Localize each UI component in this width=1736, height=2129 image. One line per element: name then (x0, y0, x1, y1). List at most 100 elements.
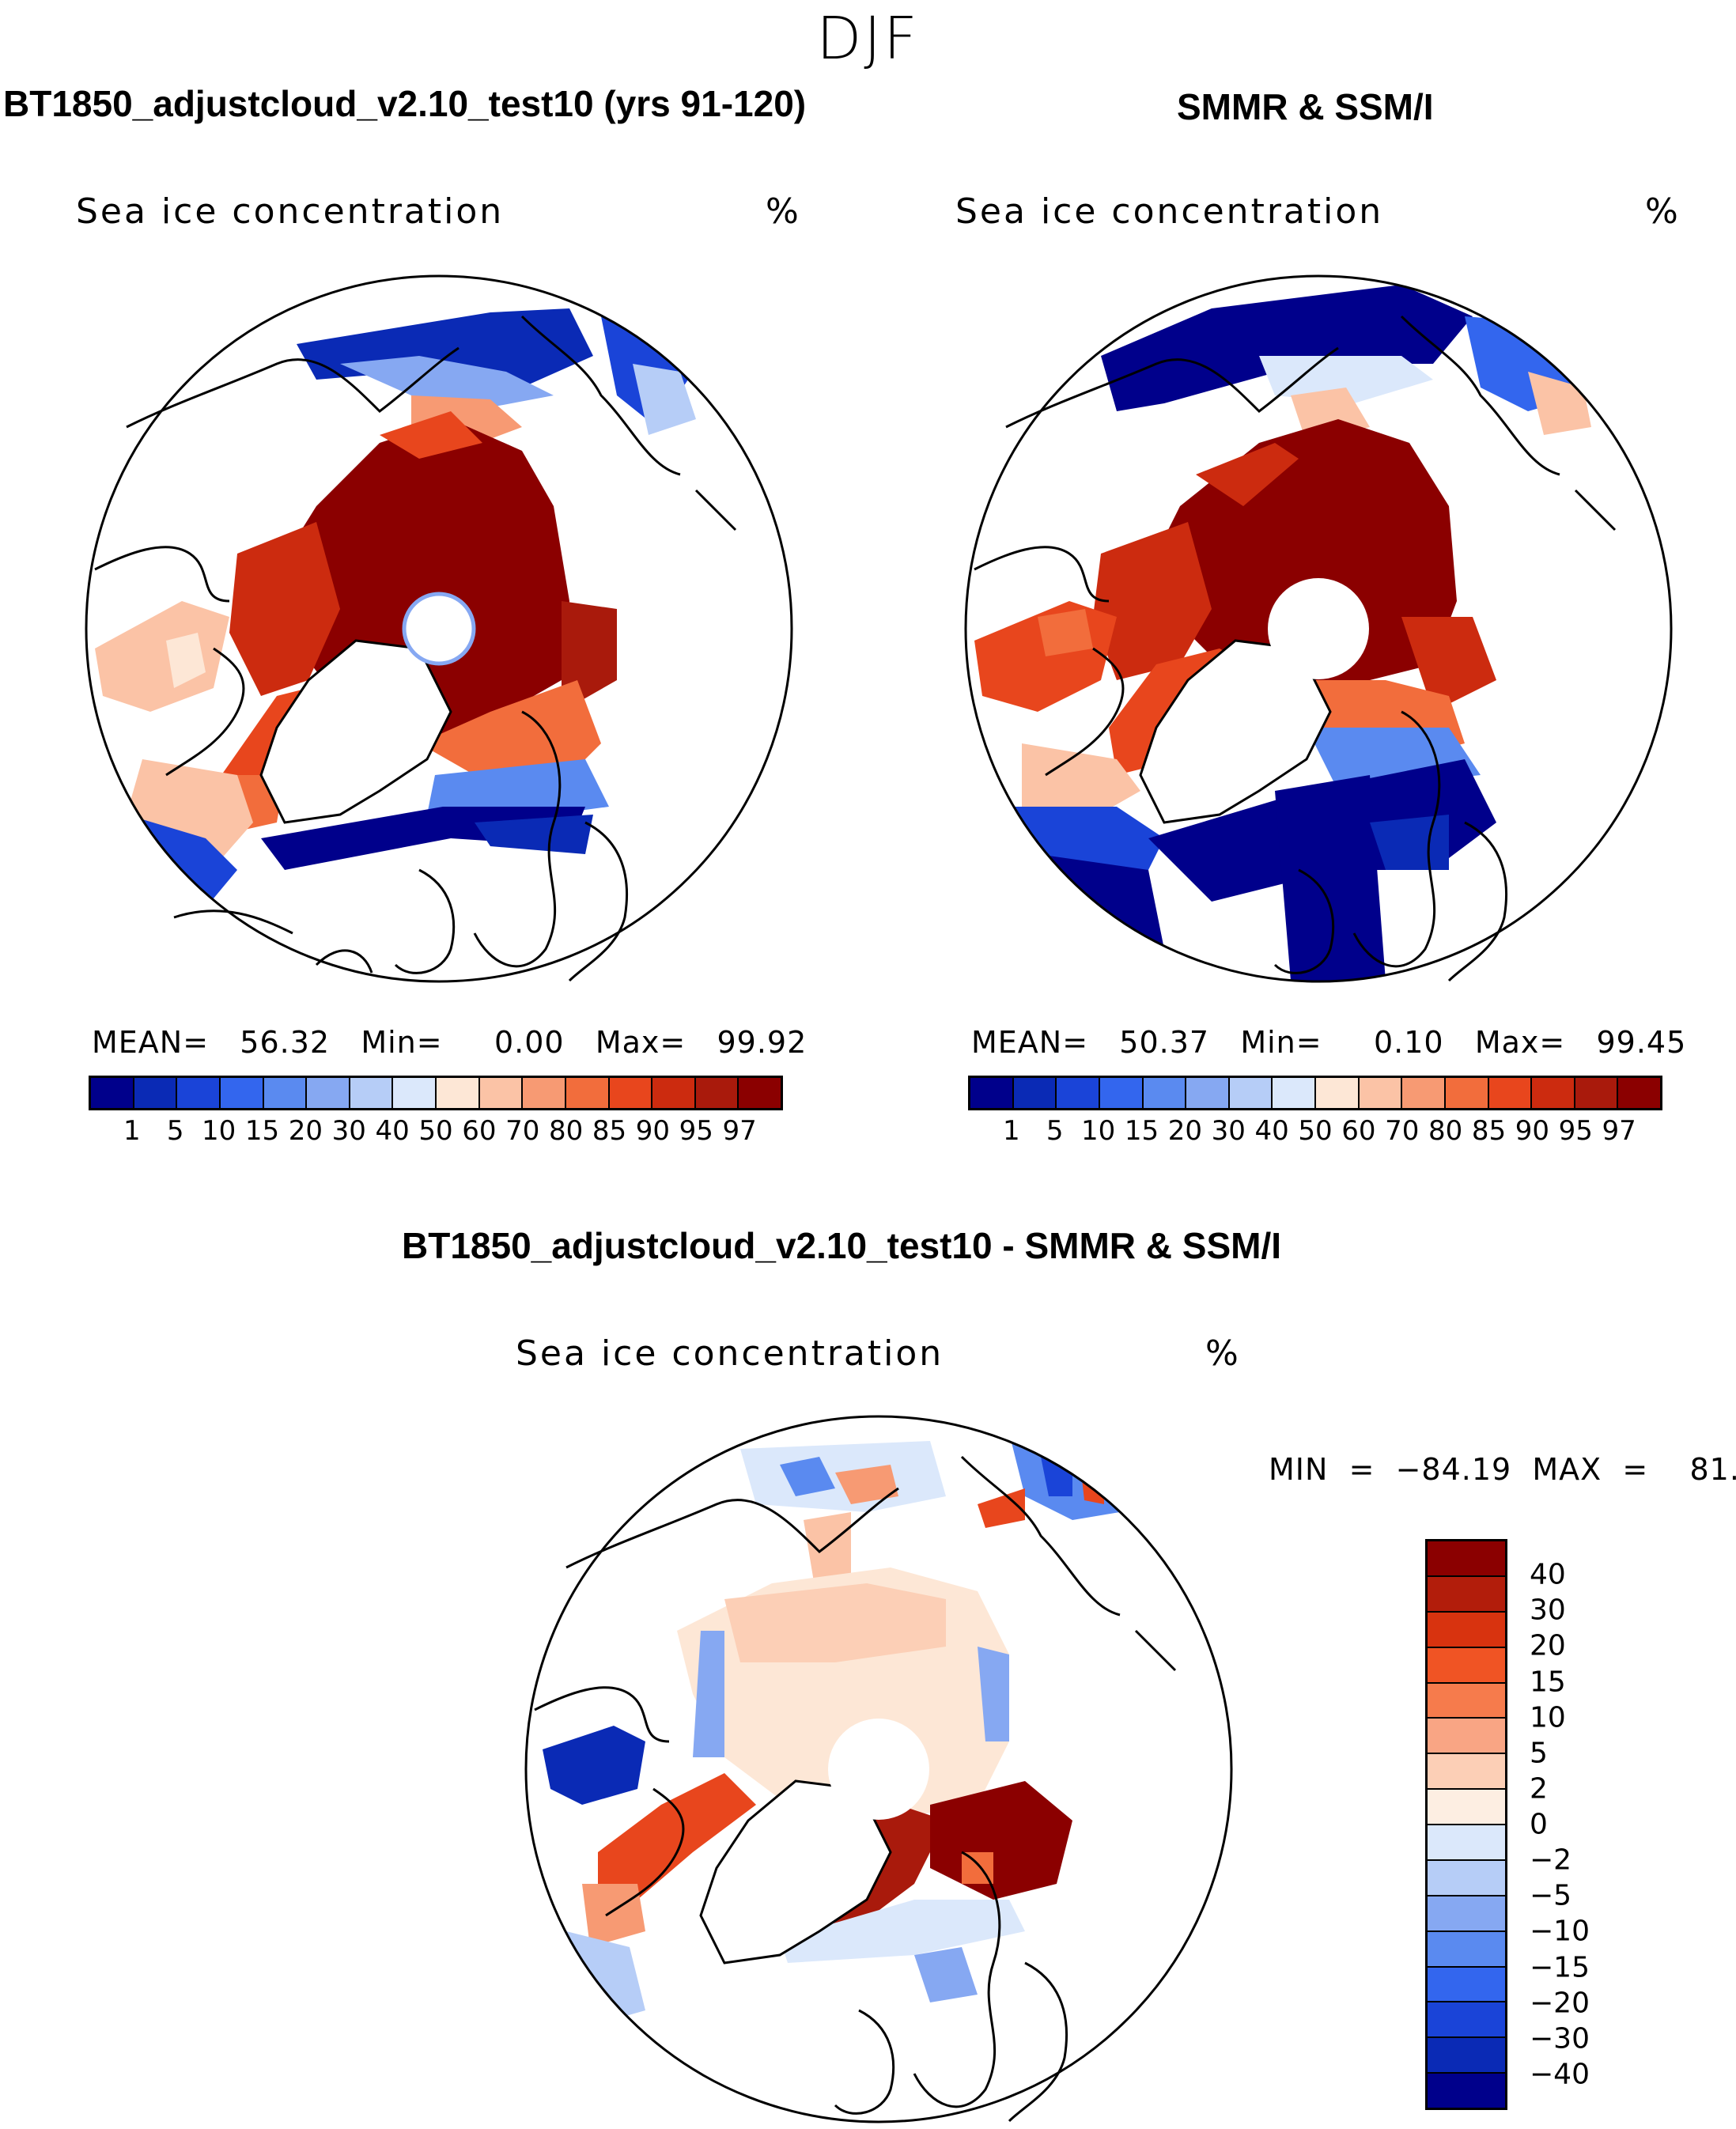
panel-2-colorbar-swatch (1013, 1078, 1057, 1108)
panel-2-pole-hole (1268, 578, 1369, 679)
panel-1-colorbar-swatch (652, 1078, 696, 1108)
panel-3-units-label: % (1205, 1333, 1239, 1374)
panel-3-coastlines (534, 1455, 1177, 2123)
panel-2-colorbar-swatch (1316, 1078, 1360, 1108)
panel-2-colorbar-swatch (1532, 1078, 1575, 1108)
panel-3-colorbar-tick-label: 10 (1530, 1701, 1566, 1734)
panel-1-map-boundary (85, 274, 793, 983)
panel-2-map-boundary (964, 274, 1673, 983)
panel-2-colorbar-tick-label: 80 (1428, 1115, 1463, 1147)
panel-2-colorbar-tick-label: 40 (1254, 1115, 1289, 1147)
panel-1-title: BT1850_adjustcloud_v2.10_test10 (yrs 91-… (3, 83, 807, 124)
panel-1-colorbar-swatch (307, 1078, 350, 1108)
panel-2-colorbar-tick-label: 70 (1385, 1115, 1420, 1147)
panel-3-colorbar-tick-label: 5 (1530, 1737, 1548, 1770)
panel-1-colorbar-tick-label: 90 (635, 1115, 671, 1147)
panel-2-colorbar-swatch (1488, 1078, 1533, 1108)
panel-1-colorbar-tick-label: 15 (244, 1115, 280, 1147)
panel-3-colorbar-tick-label: −10 (1530, 1915, 1590, 1948)
panel-2-colorbar-swatch (1618, 1078, 1660, 1108)
panel-1-colorbar-swatch (91, 1078, 134, 1108)
panel-1-variable-label: Sea ice concentration (76, 191, 505, 232)
panel-1-colorbar-swatch (263, 1078, 308, 1108)
panel-1-colorbar-swatch (565, 1078, 610, 1108)
panel-3-colorbar-swatch (1428, 1683, 1505, 1719)
panel-2-stats: MEAN= 50.37 Min= 0.10 Max= 99.45 (971, 1025, 1687, 1060)
panel-1-colorbar-swatch (134, 1078, 178, 1108)
panel-3-colorbar-swatch (1428, 1719, 1505, 1755)
panel-1-map (85, 274, 793, 983)
panel-2-colorbar-tick-label: 85 (1471, 1115, 1507, 1147)
panel-2-colorbar-tick-label: 90 (1515, 1115, 1550, 1147)
panel-3-map-boundary (524, 1415, 1233, 2123)
panel-2-colorbar-swatch (970, 1078, 1014, 1108)
panel-2-colorbar-tick-label: 97 (1602, 1115, 1636, 1147)
panel-1-pole-hole (402, 592, 476, 666)
panel-1-colorbar-swatch (177, 1078, 221, 1108)
panel-1-colorbar-tick-label: 60 (462, 1115, 497, 1147)
panel-1-colorbar-tick-label: 80 (548, 1115, 584, 1147)
panel-3-colorbar-swatch (1428, 1860, 1505, 1896)
panel-3-colorbar-swatch (1428, 1541, 1505, 1577)
panel-2-colorbar-swatch (1143, 1078, 1187, 1108)
panel-2-colorbar: 1 5 10 15 20 30 40 50 60 70 80 85 90 95 97 (968, 1076, 1662, 1150)
panel-2-colorbar-tick-label: 95 (1558, 1115, 1593, 1147)
panel-2-colorbar-swatch (1229, 1078, 1273, 1108)
panel-2-colorbar-ticks: 1 5 10 15 20 30 40 50 60 70 80 85 90 95 97 (968, 1110, 1662, 1150)
panel-2-colorbar-swatch (1273, 1078, 1316, 1108)
panel-1-colorbar-tick-label: 1 (123, 1115, 141, 1147)
panel-3-colorbar-swatch (1428, 1612, 1505, 1648)
panel-3-colorbar-swatch (1428, 1790, 1505, 1825)
panel-1-colorbar: 1 5 10 15 20 30 40 50 60 70 80 85 90 95 97 (89, 1076, 783, 1150)
panel-3-colorbar-ticks: 40 30 20 15 10 5 2 0 −2 −5 −10 −15 −20 −30 −40 (1530, 1539, 1640, 2110)
panel-3-stats: MIN = −84.19 MAX = 81.48 (1269, 1452, 1736, 1487)
panel-3-variable-label: Sea ice concentration (516, 1333, 944, 1374)
panel-2-units-label: % (1645, 191, 1678, 232)
panel-3-colorbar-tick-label: −40 (1530, 2058, 1590, 2091)
panel-3-colorbar-swatch (1428, 1576, 1505, 1613)
panel-3-colorbar-swatch (1428, 2038, 1505, 2074)
panel-1-colorbar-swatch (350, 1078, 394, 1108)
panel-3-colorbar-bar (1425, 1539, 1507, 2110)
panel-3-colorbar-tick-label: 30 (1530, 1594, 1566, 1627)
panel-1-colorbar-tick-label: 10 (201, 1115, 236, 1147)
panel-3-colorbar-tick-label: 0 (1530, 1808, 1548, 1841)
panel-1-colorbar-bar (89, 1076, 783, 1110)
panel-2-colorbar-tick-label: 30 (1211, 1115, 1246, 1147)
panel-3-colorbar-tick-label: −20 (1530, 1987, 1590, 2020)
panel-3-colorbar-tick-label: −15 (1530, 1951, 1590, 1983)
panel-2-colorbar-swatch (1575, 1078, 1619, 1108)
panel-2-colorbar-tick-label: 10 (1080, 1115, 1116, 1147)
panel-1-coastlines (94, 315, 737, 982)
panel-3-colorbar-swatch (1428, 1967, 1505, 2003)
panel-1-greenland-coastline (259, 639, 452, 824)
panel-3-colorbar-tick-label: −30 (1530, 2022, 1590, 2055)
panel-1-units-label: % (766, 191, 799, 232)
panel-2-colorbar-tick-label: 15 (1124, 1115, 1159, 1147)
panel-2-colorbar-tick-label: 20 (1167, 1115, 1203, 1147)
panel-2-colorbar-swatch (1186, 1078, 1230, 1108)
panel-3-colorbar: 40 30 20 15 10 5 2 0 −2 −5 −10 −15 −20 −30 −40 (1425, 1539, 1590, 2110)
figure-title: DJF (816, 5, 920, 73)
panel-2-variable-label: Sea ice concentration (955, 191, 1384, 232)
panel-3-colorbar-swatch (1428, 1754, 1505, 1791)
panel-3-title: BT1850_adjustcloud_v2.10_test10 - SMMR &… (402, 1225, 1282, 1266)
panel-3-colorbar-tick-label: 20 (1530, 1629, 1566, 1662)
panel-2-colorbar-swatch (1099, 1078, 1144, 1108)
panel-3-colorbar-tick-label: 15 (1530, 1666, 1566, 1698)
panel-2-colorbar-tick-label: 60 (1341, 1115, 1376, 1147)
panel-3-colorbar-swatch (1428, 1647, 1505, 1684)
panel-1-colorbar-tick-label: 70 (505, 1115, 540, 1147)
panel-1-colorbar-tick-label: 30 (331, 1115, 366, 1147)
panel-2-colorbar-swatch (1359, 1078, 1403, 1108)
panel-1-colorbar-swatch (393, 1078, 437, 1108)
panel-3-colorbar-swatch (1428, 1825, 1505, 1861)
panel-3-colorbar-swatch (1428, 2074, 1505, 2108)
panel-1-colorbar-swatch (609, 1078, 653, 1108)
panel-1-colorbar-tick-label: 97 (722, 1115, 757, 1147)
panel-1-colorbar-tick-label: 5 (166, 1115, 184, 1147)
panel-1-colorbar-tick-label: 50 (418, 1115, 453, 1147)
panel-3-colorbar-swatch (1428, 1931, 1505, 1968)
panel-3-colorbar-tick-label: 2 (1530, 1772, 1548, 1806)
panel-3-colorbar-swatch (1428, 1896, 1505, 1932)
